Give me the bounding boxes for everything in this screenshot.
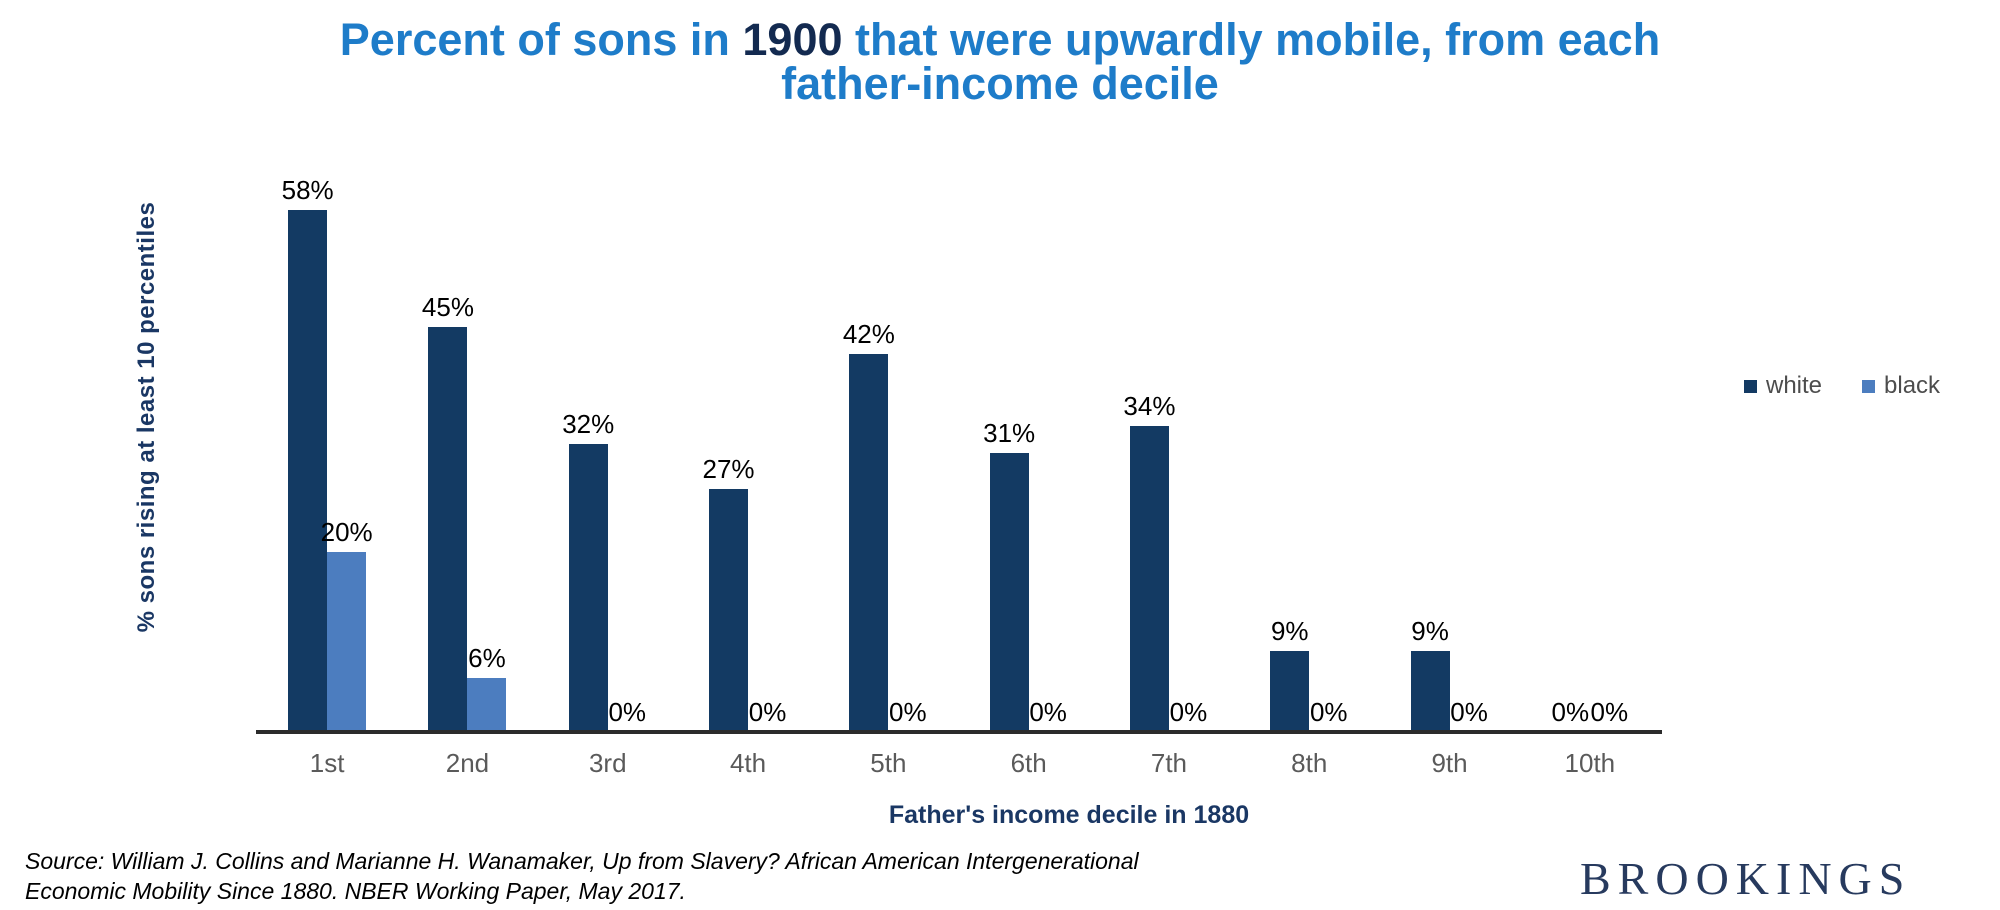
value-label-black-4th: 0% [748,697,787,727]
bar-white-6th [989,453,1029,732]
value-label-black-9th: 0% [1450,697,1488,727]
legend: white black [1744,372,1940,400]
source-note: Source: William J. Collins and Marianne … [25,846,1275,906]
bar-black-1st [327,552,367,732]
brookings-logo: BROOKINGS [1580,853,1912,904]
y-axis-title: % sons rising at least 10 percentiles [133,201,160,633]
value-label-white-7th: 34% [1123,391,1176,421]
legend-marker-black-icon [1862,379,1876,393]
value-label-white-10th: 0% [1551,697,1590,727]
value-label-black-10th: 0% [1590,697,1629,727]
x-tick-2nd: 2nd [445,748,490,778]
x-tick-4th: 4th [729,748,767,778]
value-label-black-1st: 20% [320,517,373,547]
x-tick-1st: 1st [309,748,345,778]
bar-white-5th [849,354,889,732]
title-year-highlight: 1900 [742,14,843,65]
value-label-white-8th: 9% [1270,616,1309,646]
bar-white-1st [288,210,328,732]
value-label-black-8th: 0% [1309,697,1348,727]
bar-white-2nd [428,327,468,732]
value-label-white-6th: 31% [983,418,1036,448]
legend-item-white: white [1744,372,1822,400]
value-label-black-5th: 0% [889,697,927,727]
plot-area: 58% 20% 45% 6% 32% 0% 27% 0% 42% 0% 31% 0% 34% 0% 9% 0%… [257,150,1660,732]
x-tick-9th: 9th [1431,748,1468,778]
value-label-white-1st: 58% [281,175,334,205]
x-tick-8th: 8th [1291,748,1328,778]
title-text-post: that were upwardly mobile, from each [842,14,1661,65]
legend-marker-white-icon [1744,379,1757,393]
legend-label-black: black [1884,372,1941,399]
bar-white-7th [1129,426,1169,732]
value-label-white-2nd: 45% [421,292,474,322]
value-label-white-5th: 42% [842,319,895,349]
legend-label-white: white [1766,372,1823,399]
value-label-black-6th: 0% [1029,697,1067,727]
value-label-white-9th: 9% [1411,616,1449,646]
x-tick-3rd: 3rd [588,748,627,778]
value-label-black-3rd: 0% [608,697,647,727]
bar-black-2nd [467,678,507,732]
value-label-white-3rd: 32% [562,409,615,439]
x-axis-line [256,730,1662,734]
x-axis-title: Father's income decile in 1880 [888,801,1250,829]
x-tick-6th: 6th [1010,748,1047,778]
source-line1: Source: William J. Collins and Marianne … [25,848,1139,874]
bar-white-8th [1270,651,1310,732]
value-label-black-7th: 0% [1169,697,1208,727]
legend-item-black: black [1862,372,1940,400]
value-label-black-2nd: 6% [468,643,506,673]
chart-title: Percent of sons in 1900 that were upward… [250,17,1750,109]
source-line2: Economic Mobility Since 1880. NBER Worki… [25,878,686,904]
x-tick-10th: 10th [1564,748,1616,778]
bar-white-9th [1410,651,1450,732]
title-text-pre: Percent of sons in [339,14,743,65]
value-label-white-4th: 27% [702,454,755,484]
title-line2: father-income decile [781,58,1219,109]
bar-white-3rd [568,444,608,732]
x-tick-5th: 5th [870,748,907,778]
bar-white-4th [709,489,749,732]
x-tick-7th: 7th [1150,748,1188,778]
